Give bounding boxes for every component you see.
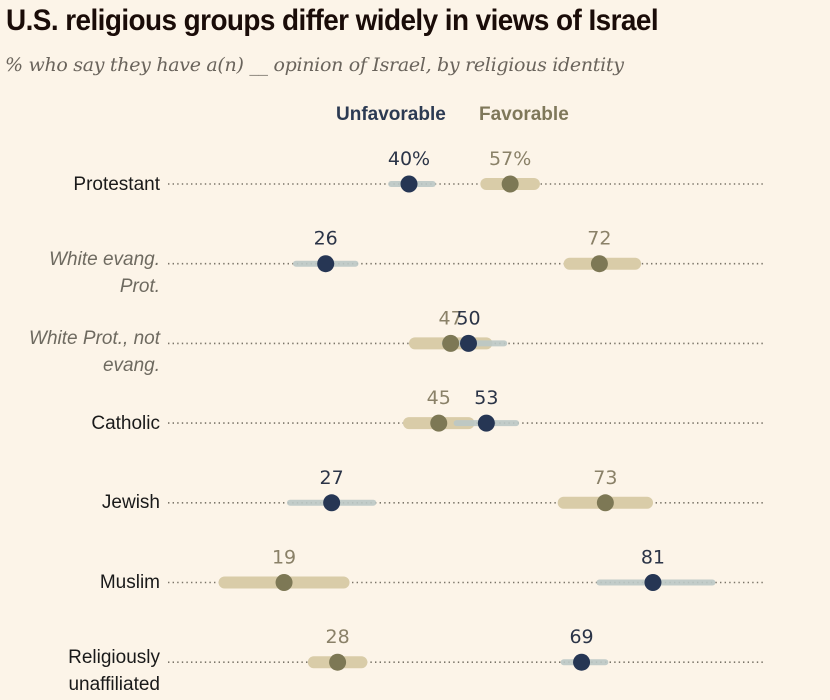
category-label: Protestant	[73, 171, 160, 198]
chart-title: U.S. religious groups differ widely in v…	[6, 4, 659, 37]
category-label: White Prot., not evang.	[29, 325, 160, 379]
unfavorable-dot	[323, 494, 341, 512]
category-label-line: Prot.	[119, 275, 160, 297]
favorable-value-label: 47	[439, 307, 463, 329]
favorable-dot	[590, 255, 608, 273]
unfavorable-dot	[644, 574, 662, 591]
unfavorable-dot	[477, 414, 495, 432]
category-label-line: Catholic	[91, 412, 160, 434]
category-label-line: Protestant	[73, 173, 160, 195]
unfavorable-value-label: 27	[320, 467, 344, 489]
category-label-line: unaffiliated	[68, 674, 160, 696]
favorable-dot	[275, 574, 293, 591]
category-label: Religiously unaffiliated	[68, 644, 160, 698]
unfavorable-value-label: 40%	[388, 148, 430, 170]
favorable-dot	[329, 653, 347, 671]
category-label: White evang. Prot.	[49, 246, 160, 300]
unfavorable-dot	[460, 334, 477, 352]
unfavorable-value-label: 69	[569, 626, 593, 648]
category-label-line: evang.	[102, 355, 160, 377]
chart-subtitle: % who say they have a(n) __ opinion of I…	[5, 54, 624, 76]
legend-favorable: Favorable	[479, 104, 569, 125]
unfavorable-value-label: 53	[474, 387, 498, 409]
unfavorable-dot	[400, 175, 418, 193]
category-label: Muslim	[100, 569, 160, 596]
category-label: Catholic	[91, 410, 160, 437]
unfavorable-value-label: 26	[314, 228, 338, 250]
category-label-line: Jewish	[101, 492, 160, 514]
unfavorable-value-label: 50	[456, 307, 480, 329]
favorable-value-label: 28	[326, 626, 350, 648]
favorable-dot	[501, 175, 519, 193]
favorable-dot	[442, 334, 460, 352]
unfavorable-dot	[573, 653, 591, 671]
category-label-line: Muslim	[99, 572, 160, 593]
favorable-value-label: 57%	[489, 148, 531, 170]
favorable-dot	[430, 414, 448, 432]
legend-unfavorable: Unfavorable	[336, 104, 446, 125]
favorable-value-label: 72	[587, 228, 611, 250]
category-label: Jewish	[102, 489, 160, 516]
favorable-value-label: 45	[427, 387, 451, 409]
favorable-value-label: 73	[593, 467, 617, 489]
category-label-line: Religiously	[68, 647, 160, 669]
unfavorable-value-label: 81	[641, 547, 665, 569]
favorable-value-label: 19	[272, 547, 296, 569]
favorable-dot	[596, 494, 614, 512]
category-label-line: White evang.	[49, 248, 160, 270]
unfavorable-dot	[317, 255, 335, 273]
category-label-line: White Prot., not	[29, 328, 160, 350]
